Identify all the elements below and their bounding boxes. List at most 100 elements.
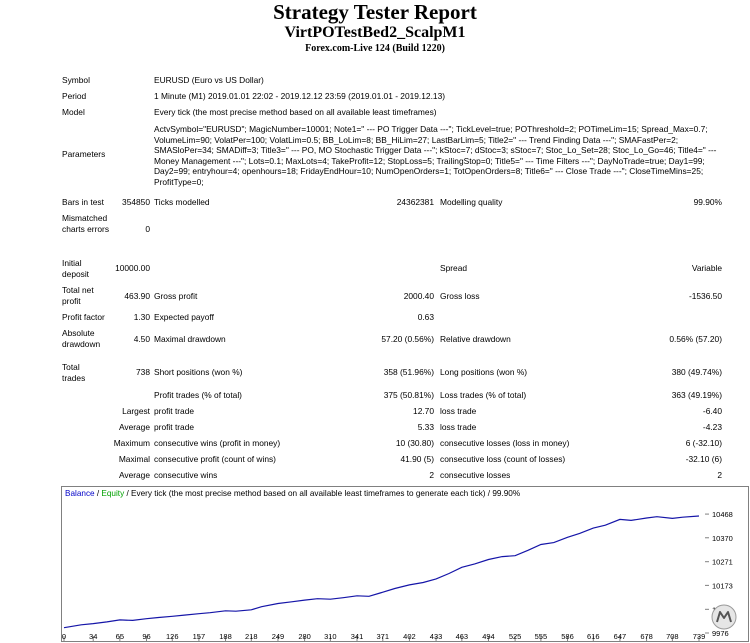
- x-tick-label: 341: [350, 632, 364, 641]
- short-positions-value: 358 (51.96%): [383, 367, 434, 377]
- x-tick-label: 739: [692, 632, 706, 641]
- average-loss-label: loss trade: [440, 422, 477, 432]
- maximal-label: Maximal: [118, 454, 150, 464]
- chart-legend: Balance / Equity / Every tick (the most …: [65, 489, 520, 498]
- total-trades-label: Total trades: [62, 362, 86, 383]
- balance-line: [63, 515, 700, 629]
- x-tick-label: 34: [89, 632, 98, 641]
- x-tick-label: 310: [324, 632, 337, 641]
- x-tick-label: 280: [298, 632, 311, 641]
- x-tick-label: 402: [403, 632, 416, 641]
- relative-drawdown-label: Relative drawdown: [440, 334, 511, 344]
- absolute-drawdown-label: Absolute drawdown: [62, 328, 101, 349]
- legend-balance: Balance: [65, 489, 95, 498]
- x-tick-label: 494: [482, 632, 495, 641]
- y-tick-label: 10468: [712, 510, 733, 519]
- x-tick-label: 96: [142, 632, 151, 641]
- legend-separator: /: [95, 489, 102, 498]
- maximal-consecutive-profit-value: 41.90 (5): [400, 454, 434, 464]
- server-build: Forex.com-Live 124 (Build 1220): [305, 43, 445, 54]
- short-positions-label: Short positions (won %): [154, 367, 243, 377]
- average-consecutive-wins-label: consecutive wins: [154, 470, 218, 480]
- average-consecutive-label: Average: [118, 470, 150, 480]
- legend-description: / Every tick (the most precise method ba…: [124, 489, 486, 498]
- y-tick-label: 10370: [712, 534, 733, 543]
- x-tick-label: 616: [587, 632, 600, 641]
- report-title: Strategy Tester Report: [273, 0, 477, 24]
- maximal-drawdown-label: Maximal drawdown: [154, 334, 226, 344]
- deposit-value: 10000.00: [115, 263, 150, 273]
- quality-label: Modelling quality: [440, 197, 503, 207]
- x-tick-label: 678: [640, 632, 653, 641]
- spread-label: Spread: [440, 263, 468, 273]
- period-value: 1 Minute (M1) 2019.01.01 22:02 - 2019.12…: [154, 91, 446, 101]
- y-tick-label: 10173: [712, 581, 733, 590]
- maximal-consecutive-loss-value: -32.10 (6): [685, 454, 722, 464]
- symbol-value: EURUSD (Euro vs US Dollar): [154, 75, 264, 85]
- maximal-consecutive-profit-label: consecutive profit (count of wins): [154, 454, 276, 464]
- average-profit-label: profit trade: [154, 422, 195, 432]
- x-tick-label: 371: [376, 632, 390, 641]
- mismatched-label: Mismatched charts errors: [62, 213, 110, 234]
- x-tick-label: 218: [245, 632, 258, 641]
- maximal-drawdown-value: 57.20 (0.56%): [381, 334, 434, 344]
- x-tick-label: 463: [455, 632, 469, 641]
- largest-profit-value: 12.70: [413, 406, 434, 416]
- expected-payoff-value: 0.63: [417, 312, 434, 322]
- x-tick-label: 586: [561, 632, 574, 641]
- net-profit-value: 463.90: [124, 291, 150, 301]
- parameters-value: ActvSymbol="EURUSD"; MagicNumber=10001; …: [154, 124, 717, 187]
- metatrader-logo: [711, 604, 737, 630]
- x-tick-label: 188: [219, 632, 232, 641]
- average-consecutive-losses-label: consecutive losses: [440, 470, 511, 480]
- x-tick-label: 0: [61, 632, 67, 641]
- relative-drawdown-value: 0.56% (57.20): [669, 334, 722, 344]
- average-profit-value: 5.33: [417, 422, 434, 432]
- profit-trades-label: Profit trades (% of total): [154, 390, 242, 400]
- ticks-label: Ticks modelled: [154, 197, 210, 207]
- average-consecutive-wins-value: 2: [429, 470, 434, 480]
- bars-label: Bars in test: [62, 197, 104, 207]
- x-tick-label: 65: [115, 632, 125, 641]
- chart-border: [61, 486, 749, 642]
- expected-payoff-label: Expected payoff: [154, 312, 214, 322]
- largest-profit-label: profit trade: [154, 406, 195, 416]
- absolute-drawdown-value: 4.50: [133, 334, 150, 344]
- bars-value: 354850: [122, 197, 150, 207]
- gross-profit-value: 2000.40: [403, 291, 434, 301]
- x-tick-label: 126: [166, 632, 179, 641]
- deposit-label: Initial deposit: [62, 258, 90, 279]
- x-tick-label: 647: [613, 632, 627, 641]
- spread-value: Variable: [691, 263, 722, 273]
- legend-quality: / 99.90%: [486, 489, 521, 498]
- profit-factor-value: 1.30: [133, 312, 150, 322]
- model-label: Model: [62, 107, 85, 117]
- balance-chart: Balance / Equity / Every tick (the most …: [61, 486, 749, 642]
- average-loss-value: -4.23: [702, 422, 722, 432]
- y-tick-label: 9976: [712, 629, 729, 638]
- max-consecutive-losses-label: consecutive losses (loss in money): [440, 438, 570, 448]
- gross-profit-label: Gross profit: [154, 291, 198, 301]
- symbol-label: Symbol: [62, 75, 90, 85]
- profit-trades-value: 375 (50.81%): [383, 390, 434, 400]
- profit-factor-label: Profit factor: [62, 312, 105, 322]
- long-positions-label: Long positions (won %): [440, 367, 528, 377]
- x-tick-label: 433: [429, 632, 443, 641]
- long-positions-value: 380 (49.74%): [671, 367, 722, 377]
- average-consecutive-losses-value: 2: [717, 470, 722, 480]
- gross-loss-value: -1536.50: [688, 291, 722, 301]
- largest-loss-label: loss trade: [440, 406, 477, 416]
- mismatched-value: 0: [145, 224, 150, 234]
- x-axis-ticks: [63, 636, 700, 641]
- maximal-consecutive-loss-label: consecutive loss (count of losses): [440, 454, 566, 464]
- gross-loss-label: Gross loss: [440, 291, 480, 301]
- x-tick-label: 555: [534, 632, 548, 641]
- average-label: Average: [118, 422, 150, 432]
- max-consecutive-wins-label: consecutive wins (profit in money): [154, 438, 281, 448]
- largest-loss-value: -6.40: [702, 406, 722, 416]
- x-tick-label: 525: [508, 632, 522, 641]
- maximum-label: Maximum: [113, 438, 150, 448]
- y-tick-label: 10271: [712, 558, 733, 567]
- parameters-label: Parameters: [62, 149, 106, 159]
- legend-equity: Equity: [101, 489, 125, 498]
